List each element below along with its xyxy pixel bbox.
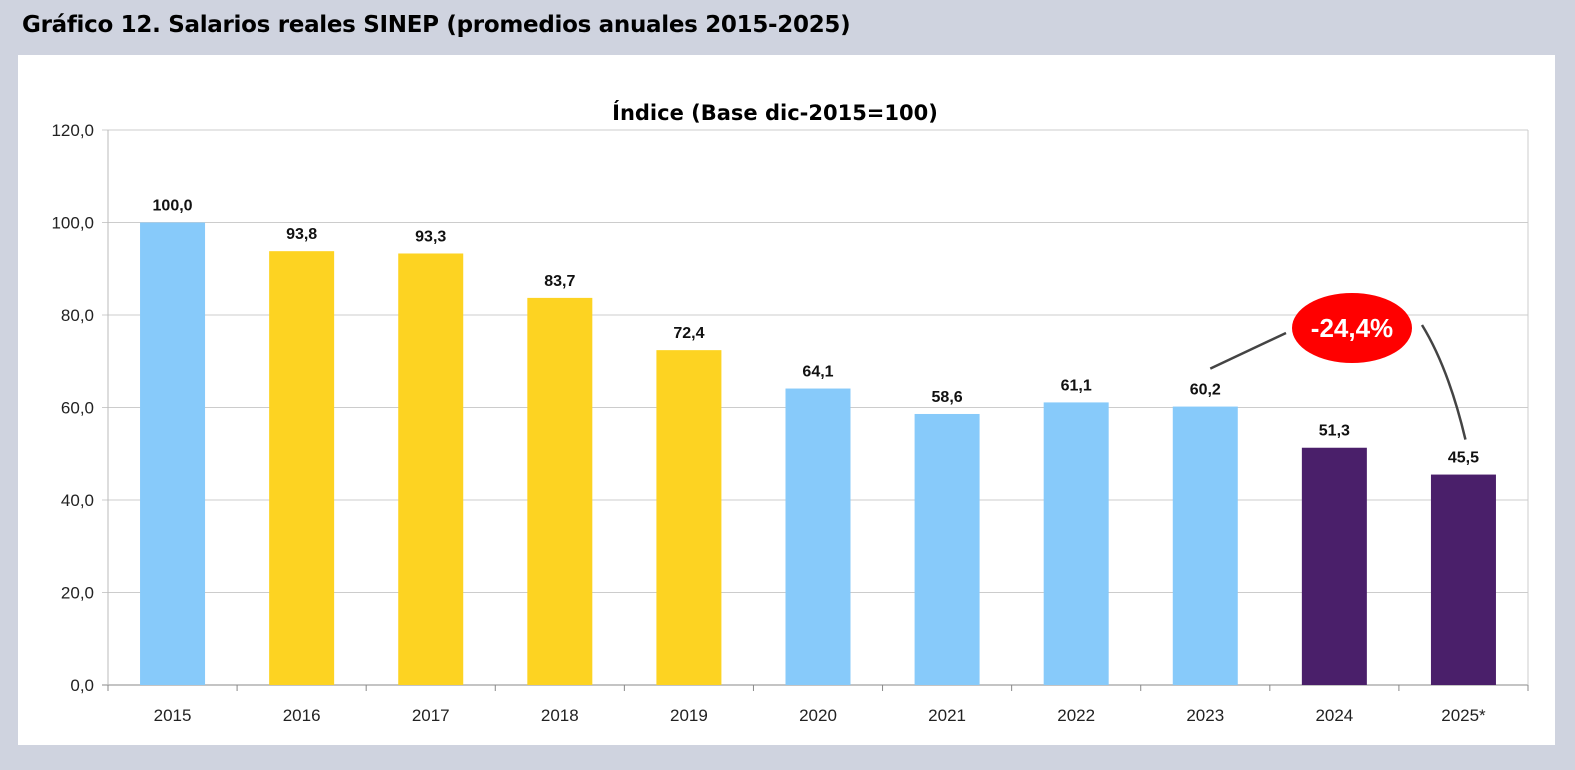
y-tick-label: 100,0	[51, 214, 94, 233]
bar-2021	[914, 413, 980, 685]
y-tick-label: 0,0	[70, 676, 94, 695]
bar-2022	[1043, 402, 1109, 685]
bar-2023	[1172, 406, 1238, 685]
data-label: 72,4	[673, 325, 704, 342]
data-label: 64,1	[802, 364, 833, 381]
x-tick-label: 2016	[283, 706, 321, 725]
annotation-text: -24,4%	[1311, 313, 1393, 343]
data-label: 58,6	[932, 389, 963, 406]
data-label: 60,2	[1190, 382, 1221, 399]
bar-2016	[269, 251, 335, 686]
data-label: 61,1	[1061, 377, 1092, 394]
bar-2017	[398, 253, 464, 686]
x-tick-label: 2021	[928, 706, 966, 725]
x-tick-label: 2017	[412, 706, 450, 725]
bar-2015	[140, 222, 206, 685]
y-tick-label: 20,0	[61, 584, 94, 603]
x-tick-label: 2023	[1186, 706, 1224, 725]
figure-title: Gráfico 12. Salarios reales SINEP (prome…	[22, 12, 851, 38]
bar-2020	[785, 388, 851, 685]
x-tick-label: 2022	[1057, 706, 1095, 725]
data-label: 51,3	[1319, 423, 1350, 440]
annotation-bubble	[1292, 293, 1412, 363]
bar-2019	[656, 350, 722, 685]
chart-title: Índice (Base dic-2015=100)	[612, 100, 938, 125]
x-tick-label: 2015	[154, 706, 192, 725]
bar-2018	[527, 297, 593, 685]
data-label: 45,5	[1448, 450, 1479, 467]
data-label: 83,7	[544, 273, 575, 290]
y-tick-label: 120,0	[51, 121, 94, 140]
x-tick-label: 2025*	[1441, 706, 1486, 725]
bar-2024	[1301, 447, 1367, 685]
data-label: 93,3	[415, 228, 446, 245]
x-tick-label: 2019	[670, 706, 708, 725]
y-tick-label: 60,0	[61, 399, 94, 418]
data-label: 93,8	[286, 226, 317, 243]
y-tick-label: 40,0	[61, 491, 94, 510]
x-tick-label: 2020	[799, 706, 837, 725]
x-tick-label: 2018	[541, 706, 579, 725]
y-tick-label: 80,0	[61, 306, 94, 325]
annotation-connector	[1209, 331, 1287, 370]
x-tick-label: 2024	[1315, 706, 1353, 725]
data-label: 100,0	[153, 198, 193, 215]
bar-2025*	[1430, 474, 1496, 685]
annotation-connector	[1420, 324, 1467, 440]
